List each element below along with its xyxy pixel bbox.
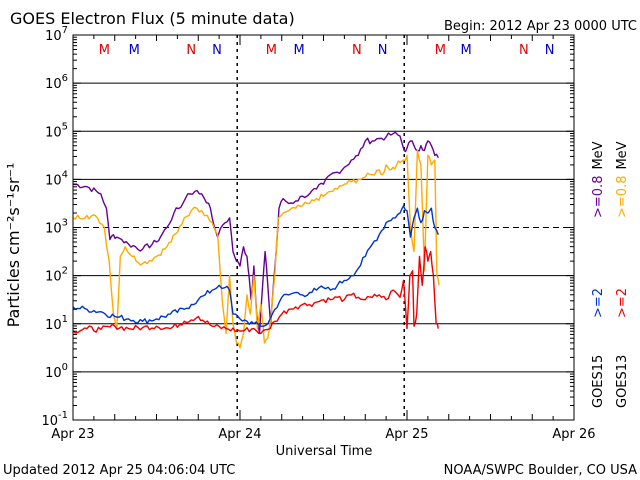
- legend-label: >=0.8MeV: [591, 141, 606, 218]
- x-tick-label: Apr 24: [218, 427, 261, 442]
- eclipse-marker: M: [129, 43, 140, 58]
- legend-label: >=2: [591, 288, 606, 318]
- x-tick-labels: Apr 23 Apr 24 Apr 25 Apr 26: [51, 427, 595, 442]
- eclipse-marker: M: [294, 43, 305, 58]
- chart-title: GOES Electron Flux (5 minute data): [10, 9, 295, 28]
- y-tick-label: 103: [45, 218, 68, 237]
- right-legend: >=0.8MeV >=0.8MeV >=2 >=2 GOES15 GOES13: [591, 141, 630, 408]
- begin-label: Begin: 2012 Apr 23 0000 UTC: [444, 19, 637, 34]
- axis-ticks: [72, 34, 575, 421]
- y-tick-label: 105: [45, 121, 68, 140]
- eclipse-marker: N: [545, 43, 555, 58]
- y-tick-label: 10-1: [41, 410, 68, 429]
- y-tick-label: 104: [45, 169, 68, 188]
- y-tick-label: 106: [45, 73, 68, 92]
- x-tick-label: Apr 23: [51, 427, 94, 442]
- legend-label: >=0.8MeV: [615, 141, 630, 218]
- y-tick-labels: 107 106 105 104 103 102 101 100 10-1: [41, 25, 68, 429]
- eclipse-marker: M: [99, 43, 110, 58]
- y-tick-label: 102: [45, 266, 68, 285]
- legend-label: GOES15: [591, 355, 606, 408]
- eclipse-marker: N: [212, 43, 222, 58]
- series-line-goes15-0p8mev: [72, 131, 439, 335]
- y-tick-label: 101: [45, 314, 68, 333]
- legend-label: GOES13: [615, 355, 630, 408]
- series-lines: [72, 131, 440, 349]
- eclipse-marker: M: [266, 43, 277, 58]
- eclipse-marker: N: [352, 43, 362, 58]
- x-tick-label: Apr 26: [552, 427, 595, 442]
- series-line-goes13-0p8mev: [72, 149, 440, 349]
- horizontal-gridlines: [73, 82, 574, 373]
- legend-label: >=2: [615, 288, 630, 318]
- eclipse-marker: N: [378, 43, 388, 58]
- x-axis-label: Universal Time: [276, 444, 373, 459]
- y-tick-label: 100: [45, 362, 68, 381]
- y-tick-label: 107: [45, 25, 68, 44]
- eclipse-marker: N: [519, 43, 529, 58]
- x-tick-label: Apr 25: [385, 427, 428, 442]
- eclipse-marker: M: [435, 43, 446, 58]
- eclipse-marker: N: [186, 43, 196, 58]
- series-line-goes13-2mev: [72, 246, 439, 335]
- series-line-goes15-2mev: [72, 205, 439, 327]
- eclipse-marker: M: [461, 43, 472, 58]
- vertical-dashed-lines: [236, 35, 405, 420]
- y-axis-label: Particles cm⁻²s⁻¹sr⁻¹: [4, 163, 23, 328]
- updated-label: Updated 2012 Apr 25 04:06:04 UTC: [3, 463, 235, 478]
- credit-label: NOAA/SWPC Boulder, CO USA: [444, 463, 637, 478]
